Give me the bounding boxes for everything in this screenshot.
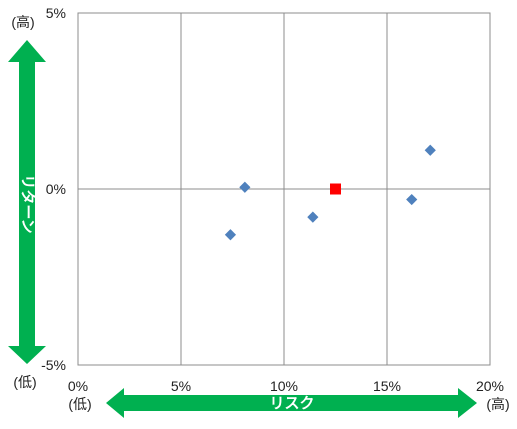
risk-axis-arrow: リスク bbox=[106, 388, 477, 418]
diamond-data-point bbox=[224, 229, 237, 241]
risk-axis-arrow-shape bbox=[106, 388, 477, 418]
x-tick-label: 5% bbox=[171, 378, 191, 394]
diamond-data-point bbox=[424, 144, 436, 156]
y-tick-label: 0% bbox=[46, 181, 66, 197]
x-tick-label: 0% bbox=[68, 378, 88, 394]
diamond-data-point bbox=[239, 181, 251, 193]
square-data-point bbox=[330, 183, 341, 195]
data-points bbox=[224, 144, 436, 241]
risk-low-label: (低) bbox=[68, 396, 91, 412]
y-tick-label: 5% bbox=[46, 5, 66, 21]
tick-labels: 0% 5% 10% 15% 20%5%0%-5% bbox=[41, 5, 504, 394]
return-axis-arrow-shape bbox=[8, 40, 46, 364]
diamond-data-point bbox=[307, 211, 319, 223]
x-tick-label: 15% bbox=[373, 378, 401, 394]
return-high-label: (高) bbox=[11, 14, 34, 30]
risk-axis-label: リスク bbox=[269, 395, 314, 412]
x-tick-label: 20% bbox=[476, 378, 504, 394]
return-axis-arrow: リターン bbox=[8, 40, 46, 364]
diamond-data-point bbox=[406, 193, 418, 206]
return-low-label: (低) bbox=[13, 374, 36, 390]
risk-high-label: (高) bbox=[486, 396, 509, 412]
grid-layer bbox=[77, 12, 491, 366]
x-tick-label: 10% bbox=[270, 378, 298, 394]
y-tick-label: -5% bbox=[41, 357, 66, 373]
return-axis-label: リターン bbox=[19, 174, 36, 233]
